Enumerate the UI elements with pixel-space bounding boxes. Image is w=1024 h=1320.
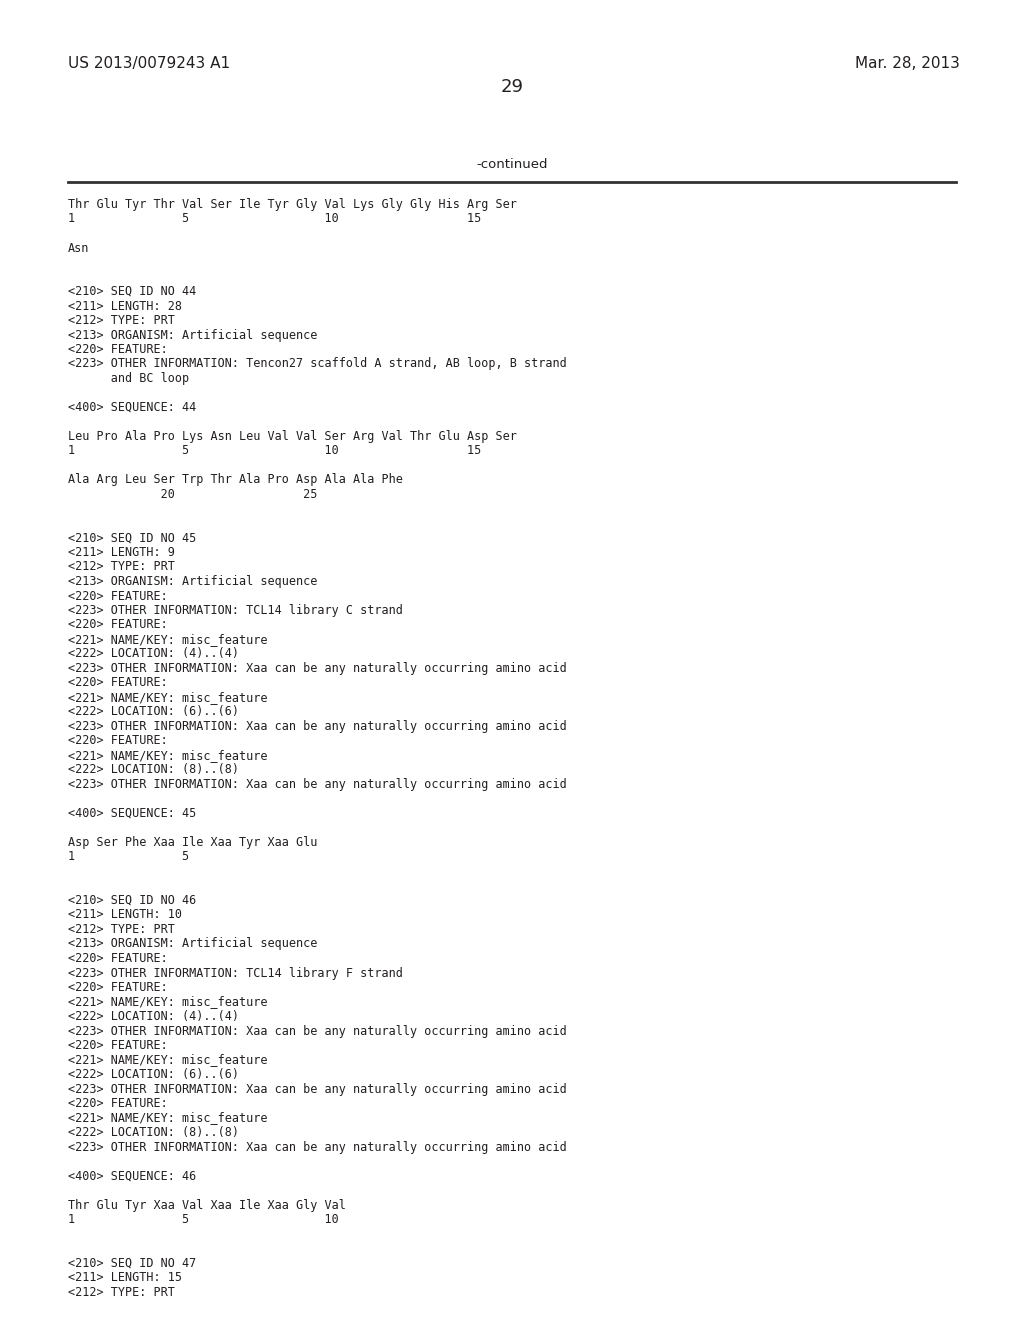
Text: <210> SEQ ID NO 44: <210> SEQ ID NO 44 [68,285,197,298]
Text: 1               5                   10: 1 5 10 [68,1213,339,1226]
Text: Thr Glu Tyr Xaa Val Xaa Ile Xaa Gly Val: Thr Glu Tyr Xaa Val Xaa Ile Xaa Gly Val [68,1199,346,1212]
Text: <220> FEATURE:: <220> FEATURE: [68,590,168,602]
Text: <223> OTHER INFORMATION: Xaa can be any naturally occurring amino acid: <223> OTHER INFORMATION: Xaa can be any … [68,1024,566,1038]
Text: <400> SEQUENCE: 46: <400> SEQUENCE: 46 [68,1170,197,1183]
Text: <223> OTHER INFORMATION: Xaa can be any naturally occurring amino acid: <223> OTHER INFORMATION: Xaa can be any … [68,719,566,733]
Text: <220> FEATURE:: <220> FEATURE: [68,734,168,747]
Text: <222> LOCATION: (6)..(6): <222> LOCATION: (6)..(6) [68,705,239,718]
Text: <400> SEQUENCE: 44: <400> SEQUENCE: 44 [68,401,197,414]
Text: <223> OTHER INFORMATION: Xaa can be any naturally occurring amino acid: <223> OTHER INFORMATION: Xaa can be any … [68,1140,566,1154]
Text: <220> FEATURE:: <220> FEATURE: [68,1039,168,1052]
Text: <211> LENGTH: 10: <211> LENGTH: 10 [68,908,182,921]
Text: US 2013/0079243 A1: US 2013/0079243 A1 [68,55,230,71]
Text: Leu Pro Ala Pro Lys Asn Leu Val Val Ser Arg Val Thr Glu Asp Ser: Leu Pro Ala Pro Lys Asn Leu Val Val Ser … [68,430,517,444]
Text: -continued: -continued [476,158,548,172]
Text: <211> LENGTH: 15: <211> LENGTH: 15 [68,1271,182,1284]
Text: <222> LOCATION: (4)..(4): <222> LOCATION: (4)..(4) [68,1010,239,1023]
Text: <220> FEATURE:: <220> FEATURE: [68,952,168,965]
Text: <222> LOCATION: (4)..(4): <222> LOCATION: (4)..(4) [68,648,239,660]
Text: <222> LOCATION: (8)..(8): <222> LOCATION: (8)..(8) [68,763,239,776]
Text: <221> NAME/KEY: misc_feature: <221> NAME/KEY: misc_feature [68,995,267,1008]
Text: <223> OTHER INFORMATION: TCL14 library C strand: <223> OTHER INFORMATION: TCL14 library C… [68,605,402,616]
Text: and BC loop: and BC loop [68,372,189,385]
Text: 1               5: 1 5 [68,850,189,863]
Text: 29: 29 [501,78,523,96]
Text: <221> NAME/KEY: misc_feature: <221> NAME/KEY: misc_feature [68,1111,267,1125]
Text: <213> ORGANISM: Artificial sequence: <213> ORGANISM: Artificial sequence [68,576,317,587]
Text: <212> TYPE: PRT: <212> TYPE: PRT [68,314,175,327]
Text: <223> OTHER INFORMATION: Tencon27 scaffold A strand, AB loop, B strand: <223> OTHER INFORMATION: Tencon27 scaffo… [68,358,566,371]
Text: <220> FEATURE:: <220> FEATURE: [68,676,168,689]
Text: <221> NAME/KEY: misc_feature: <221> NAME/KEY: misc_feature [68,748,267,762]
Text: <212> TYPE: PRT: <212> TYPE: PRT [68,561,175,573]
Text: Asn: Asn [68,242,89,255]
Text: Thr Glu Tyr Thr Val Ser Ile Tyr Gly Val Lys Gly Gly His Arg Ser: Thr Glu Tyr Thr Val Ser Ile Tyr Gly Val … [68,198,517,211]
Text: <213> ORGANISM: Artificial sequence: <213> ORGANISM: Artificial sequence [68,937,317,950]
Text: <223> OTHER INFORMATION: Xaa can be any naturally occurring amino acid: <223> OTHER INFORMATION: Xaa can be any … [68,663,566,675]
Text: <211> LENGTH: 9: <211> LENGTH: 9 [68,546,175,558]
Text: <220> FEATURE:: <220> FEATURE: [68,981,168,994]
Text: <210> SEQ ID NO 46: <210> SEQ ID NO 46 [68,894,197,907]
Text: <213> ORGANISM: Artificial sequence: <213> ORGANISM: Artificial sequence [68,329,317,342]
Text: <210> SEQ ID NO 45: <210> SEQ ID NO 45 [68,532,197,544]
Text: <220> FEATURE:: <220> FEATURE: [68,1097,168,1110]
Text: <221> NAME/KEY: misc_feature: <221> NAME/KEY: misc_feature [68,634,267,645]
Text: <212> TYPE: PRT: <212> TYPE: PRT [68,1286,175,1299]
Text: <223> OTHER INFORMATION: Xaa can be any naturally occurring amino acid: <223> OTHER INFORMATION: Xaa can be any … [68,1082,566,1096]
Text: 20                  25: 20 25 [68,488,317,502]
Text: <223> OTHER INFORMATION: Xaa can be any naturally occurring amino acid: <223> OTHER INFORMATION: Xaa can be any … [68,777,566,791]
Text: 1               5                   10                  15: 1 5 10 15 [68,445,481,458]
Text: <221> NAME/KEY: misc_feature: <221> NAME/KEY: misc_feature [68,1053,267,1067]
Text: <220> FEATURE:: <220> FEATURE: [68,619,168,631]
Text: <222> LOCATION: (6)..(6): <222> LOCATION: (6)..(6) [68,1068,239,1081]
Text: Mar. 28, 2013: Mar. 28, 2013 [855,55,961,71]
Text: <222> LOCATION: (8)..(8): <222> LOCATION: (8)..(8) [68,1126,239,1139]
Text: Ala Arg Leu Ser Trp Thr Ala Pro Asp Ala Ala Phe: Ala Arg Leu Ser Trp Thr Ala Pro Asp Ala … [68,474,402,487]
Text: <220> FEATURE:: <220> FEATURE: [68,343,168,356]
Text: <210> SEQ ID NO 47: <210> SEQ ID NO 47 [68,1257,197,1270]
Text: Asp Ser Phe Xaa Ile Xaa Tyr Xaa Glu: Asp Ser Phe Xaa Ile Xaa Tyr Xaa Glu [68,836,317,849]
Text: <223> OTHER INFORMATION: TCL14 library F strand: <223> OTHER INFORMATION: TCL14 library F… [68,966,402,979]
Text: <221> NAME/KEY: misc_feature: <221> NAME/KEY: misc_feature [68,690,267,704]
Text: <212> TYPE: PRT: <212> TYPE: PRT [68,923,175,936]
Text: <211> LENGTH: 28: <211> LENGTH: 28 [68,300,182,313]
Text: <400> SEQUENCE: 45: <400> SEQUENCE: 45 [68,807,197,820]
Text: 1               5                   10                  15: 1 5 10 15 [68,213,481,226]
